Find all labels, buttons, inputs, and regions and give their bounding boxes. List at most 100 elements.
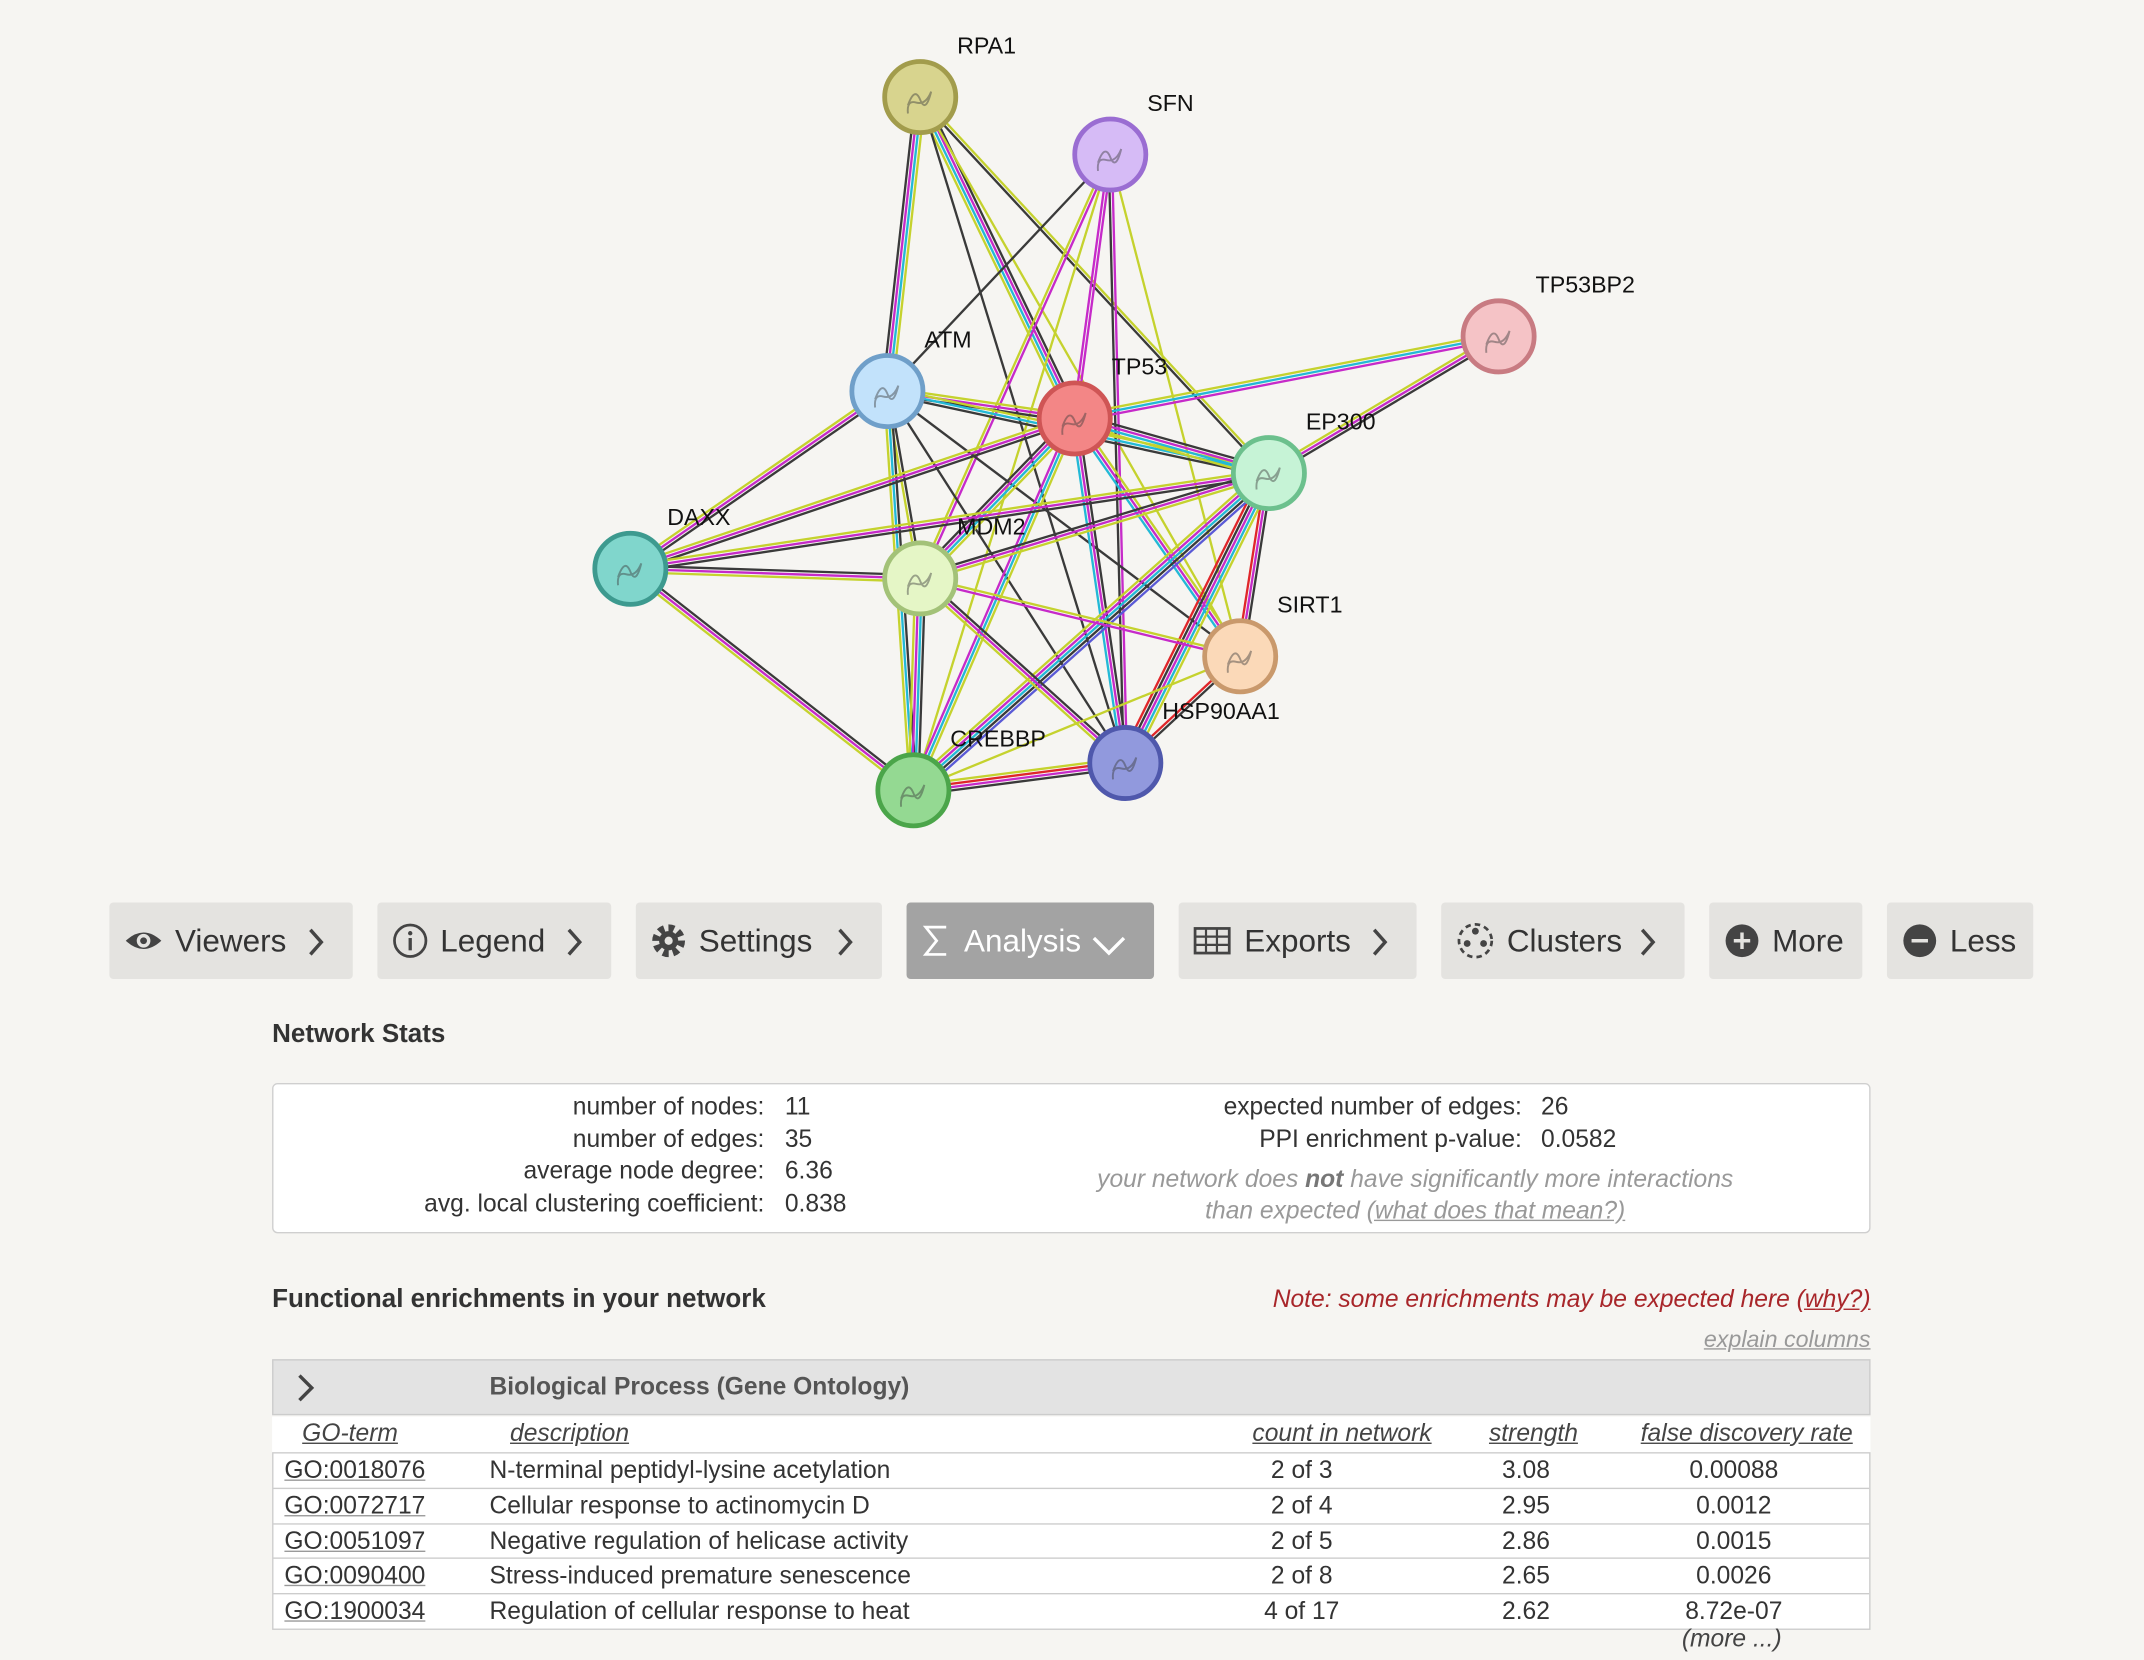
node-structure: [1485, 330, 1511, 353]
go-term-link[interactable]: GO:0051097: [284, 1526, 426, 1555]
edge: [891, 97, 927, 392]
node[interactable]: [849, 353, 926, 430]
edge: [908, 467, 1266, 787]
node-label: TP53BP2: [1536, 272, 1635, 298]
edge: [1266, 332, 1498, 472]
stat-value: 35: [784, 1124, 813, 1153]
edge: [1268, 335, 1500, 475]
edge: [630, 475, 1270, 574]
enrichment-note: Note: some enrichments may be expected h…: [1273, 1285, 1871, 1314]
edge: [910, 469, 1268, 789]
column-header[interactable]: strength: [1489, 1419, 1578, 1448]
edge: [914, 474, 1272, 794]
column-header[interactable]: false discovery rate: [1641, 1419, 1853, 1448]
button-label: Viewers: [175, 922, 287, 958]
table-cell: Stress-induced premature senescence: [489, 1562, 911, 1590]
node-structure: [873, 385, 900, 408]
node-label: DAXX: [667, 504, 731, 530]
go-term-link[interactable]: GO:0090400: [284, 1562, 426, 1590]
button-label: Settings: [698, 922, 813, 958]
node[interactable]: [1202, 618, 1279, 695]
go-term-link[interactable]: GO:0018076: [284, 1456, 426, 1484]
node-structure: [1226, 650, 1253, 673]
edge: [630, 564, 921, 577]
stats-note: your network does not have significantly…: [1080, 1164, 1750, 1227]
node-label: RPA1: [957, 32, 1016, 58]
edge: [629, 567, 915, 792]
node-structure: [899, 784, 926, 807]
node[interactable]: [1087, 725, 1164, 801]
edge: [887, 97, 924, 392]
edge: [919, 96, 1242, 657]
node[interactable]: [875, 752, 952, 829]
column-header[interactable]: description: [510, 1419, 629, 1448]
edge: [1118, 469, 1265, 761]
node-structure: [906, 91, 933, 114]
why-link[interactable]: (why?): [1796, 1285, 1871, 1313]
edge: [920, 154, 1113, 580]
node[interactable]: [1036, 380, 1113, 457]
more-link[interactable]: (more ...): [1681, 1624, 1782, 1652]
edge: [920, 95, 1271, 473]
edge: [919, 577, 1127, 764]
less-button[interactable]: Less: [1886, 902, 2034, 980]
section-title: Functional enrichments in your network: [272, 1285, 766, 1315]
edge: [1076, 417, 1130, 763]
analysis-button[interactable]: Analysis: [906, 902, 1155, 980]
node[interactable]: [1230, 435, 1307, 512]
node-label: HSP90AA1: [1162, 698, 1280, 724]
edge: [631, 420, 1077, 574]
edge: [1130, 475, 1276, 767]
edge: [909, 416, 1073, 790]
edge: [1071, 154, 1110, 419]
column-title: false discovery rate: [1640, 1419, 1853, 1447]
legend-button[interactable]: Legend: [377, 902, 612, 980]
node-structure: [906, 572, 933, 595]
more-button[interactable]: More: [1709, 902, 1863, 980]
help-link[interactable]: (what does that mean?): [1366, 1196, 1626, 1224]
edge: [912, 417, 1076, 791]
table-row: GO:0018076 N-terminal peptidyl-lysine ace…: [273, 1454, 1870, 1489]
node[interactable]: [1460, 298, 1537, 375]
node[interactable]: [882, 59, 959, 136]
note-text: your network does: [1097, 1165, 1306, 1193]
edge: [1124, 472, 1270, 764]
icon: [1457, 922, 1494, 959]
stat-label: average node degree:: [523, 1156, 765, 1185]
clusters-button[interactable]: Clusters: [1441, 902, 1685, 980]
edge: [631, 392, 890, 573]
table-cell: N-terminal peptidyl-lysine acetylation: [489, 1456, 891, 1484]
table-cell: Cellular response to actinomycin D: [489, 1491, 870, 1519]
edge: [628, 414, 1075, 567]
node[interactable]: [592, 530, 669, 607]
edge: [918, 468, 1269, 577]
go-term-link[interactable]: GO:0072717: [284, 1491, 426, 1519]
viewers-button[interactable]: Viewers: [109, 902, 353, 980]
chevron: [1372, 928, 1388, 956]
edge: [1075, 338, 1500, 423]
chevron: [298, 1374, 315, 1402]
table-row: GO:0072717 Cellular response to actinomyc…: [273, 1489, 1870, 1525]
stat-value: 26: [1541, 1092, 1569, 1120]
edge: [630, 570, 921, 583]
node-structure: [1096, 148, 1123, 172]
node[interactable]: [1072, 116, 1149, 193]
edge: [912, 472, 1270, 792]
edge: [627, 387, 887, 568]
column-header[interactable]: count in network: [1252, 1419, 1431, 1448]
category-bar[interactable]: Biological Process (Gene Ontology): [272, 1359, 1871, 1416]
category-title: Biological Process (Gene Ontology): [489, 1372, 910, 1401]
explain-link[interactable]: explain columns: [1703, 1326, 1871, 1353]
node[interactable]: [882, 540, 959, 617]
node-label: SIRT1: [1277, 592, 1342, 618]
edge: [1073, 417, 1242, 658]
column-header[interactable]: GO-term: [302, 1419, 398, 1448]
icon: [1725, 924, 1759, 958]
settings-button[interactable]: Settings: [635, 902, 882, 980]
stat-label: number of edges:: [572, 1124, 765, 1153]
edge: [1121, 471, 1268, 763]
exports-button[interactable]: Exports: [1178, 902, 1417, 980]
stat-value: 0.0582: [1541, 1124, 1617, 1153]
go-term-link[interactable]: GO:1900034: [284, 1597, 426, 1625]
